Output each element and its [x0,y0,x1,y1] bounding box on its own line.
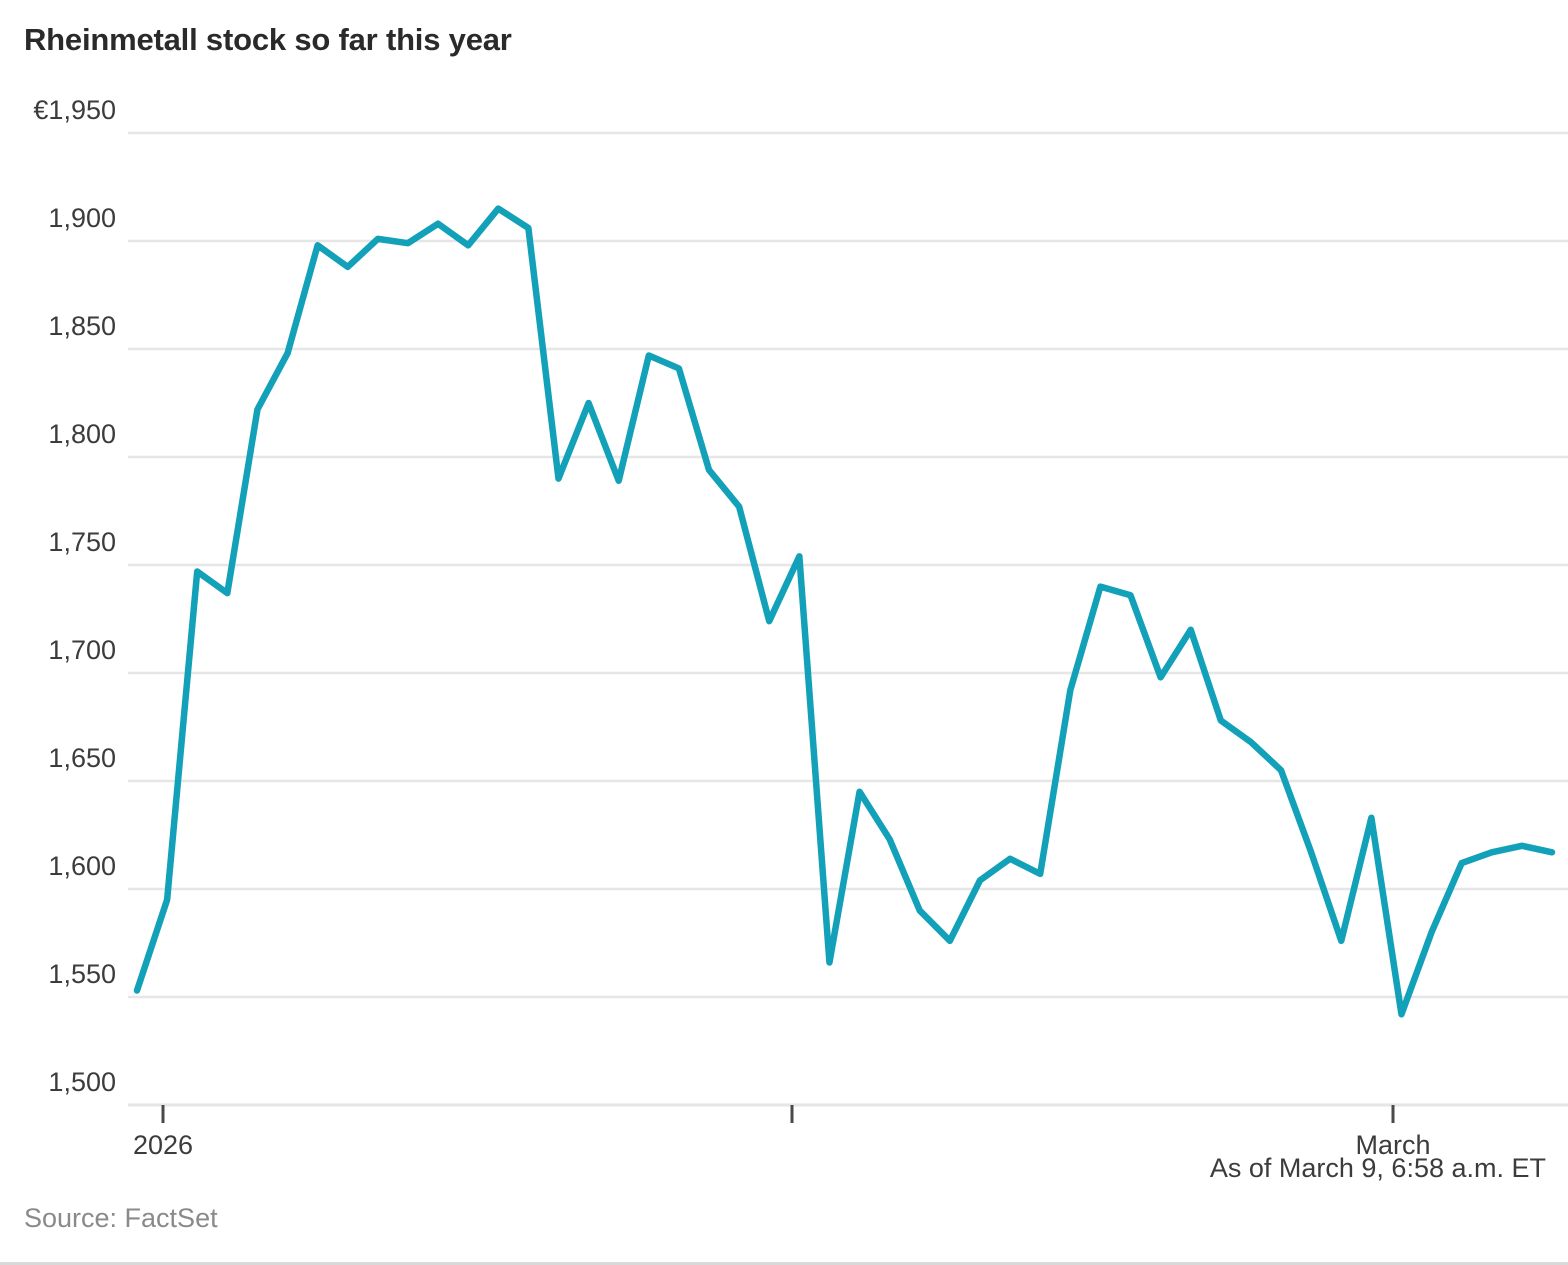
y-axis-tick-label: 1,550 [48,959,116,989]
y-axis-tick-label: 1,600 [48,851,116,881]
x-axis-tick-label: 2026 [132,1130,194,1160]
y-axis-tick-label: 1,900 [48,203,116,233]
x-tick-marks-group [161,1105,1395,1123]
y-axis-tick-label: 1,800 [48,419,116,449]
gridlines-group [128,131,1568,1107]
x-axis-tick-label: March [1355,1130,1431,1160]
source-attribution: Source: FactSet [24,1203,218,1233]
footer-divider [0,1262,1568,1265]
y-axis-tick-label: 1,500 [48,1067,116,1097]
y-axis-tick-label: 1,750 [48,527,116,557]
y-axis-tick-label: €1,950 [33,95,116,125]
y-axis-tick-label: 1,650 [48,743,116,773]
as-of-timestamp: As of March 9, 6:58 a.m. ET [1209,1153,1546,1183]
y-axis-tick-label: 1,700 [48,635,116,665]
y-axis-tick-label: 1,850 [48,311,116,341]
series-line-rheinmetall [133,205,1556,1018]
page-title: Rheinmetall stock so far this year [24,22,512,57]
